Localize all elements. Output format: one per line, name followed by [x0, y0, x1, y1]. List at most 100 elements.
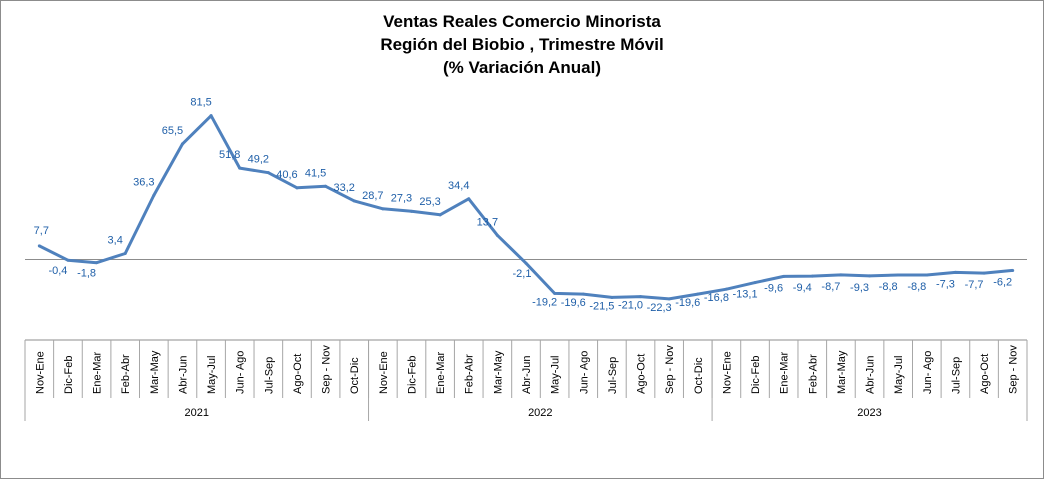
data-point	[180, 142, 184, 146]
data-label: 3,4	[108, 234, 123, 246]
x-tick-label: Dic-Feb	[63, 355, 75, 394]
data-point	[810, 274, 814, 278]
data-label: 7,7	[34, 225, 49, 237]
data-label: -13,1	[732, 289, 757, 301]
data-label: -7,7	[965, 279, 984, 291]
x-tick-label: May-Jul	[893, 355, 905, 394]
data-label: 51,8	[219, 149, 240, 161]
data-point	[953, 270, 957, 274]
data-label: 36,3	[133, 176, 154, 188]
x-tick-label: Jun- Ago	[922, 351, 934, 394]
data-point	[409, 209, 413, 213]
data-point	[266, 171, 270, 175]
data-point	[896, 273, 900, 277]
data-label: 28,7	[362, 190, 383, 202]
year-label: 2023	[857, 407, 881, 419]
data-label: 81,5	[190, 97, 211, 109]
data-point	[1011, 268, 1015, 272]
data-label: -8,8	[879, 281, 898, 293]
x-tick-label: Oct-Dic	[349, 357, 361, 394]
x-tick-label: Nov-Ene	[378, 351, 390, 394]
data-label: -8,7	[821, 281, 840, 293]
x-tick-label: Nov-Ene	[721, 351, 733, 394]
data-point	[324, 184, 328, 188]
data-label: 13,7	[477, 216, 498, 228]
data-point	[524, 261, 528, 265]
x-tick-label: May-Jul	[550, 355, 562, 394]
data-label: -6,2	[993, 276, 1012, 288]
x-tick-label: Feb-Abr	[807, 354, 819, 394]
data-point	[495, 233, 499, 237]
data-label: 49,2	[248, 154, 269, 166]
data-point	[438, 213, 442, 217]
data-point	[839, 273, 843, 277]
data-point	[982, 271, 986, 275]
data-label: -19,6	[561, 297, 586, 309]
x-tick-label: Ago-Oct	[979, 354, 991, 394]
data-point	[925, 273, 929, 277]
data-label: -22,3	[647, 302, 672, 314]
x-tick-label: Abr-Jun	[521, 355, 533, 394]
data-label: -9,4	[793, 282, 812, 294]
data-label: 27,3	[391, 192, 412, 204]
data-point	[553, 291, 557, 295]
x-tick-label: Sep - Nov	[664, 345, 676, 394]
x-tick-label: Mar-May	[836, 350, 848, 394]
data-point	[381, 207, 385, 211]
x-tick-label: Dic-Feb	[750, 355, 762, 394]
data-label: -8,8	[907, 281, 926, 293]
data-label: 65,5	[162, 125, 183, 137]
data-label: -9,3	[850, 282, 869, 294]
x-tick-label: Jun- Ago	[578, 351, 590, 394]
data-point	[782, 274, 786, 278]
x-tick-label: Ene-Mar	[435, 351, 447, 394]
data-point	[639, 295, 643, 299]
data-point	[295, 186, 299, 190]
x-tick-label: Abr-Jun	[865, 355, 877, 394]
x-tick-label: Jul-Sep	[263, 357, 275, 394]
x-tick-label: Ago-Oct	[636, 354, 648, 394]
data-label: -19,6	[675, 297, 700, 309]
data-label: -1,8	[77, 268, 96, 280]
data-label: -21,0	[618, 300, 643, 312]
data-point	[753, 281, 757, 285]
data-point	[352, 199, 356, 203]
x-tick-label: Nov-Ene	[34, 351, 46, 394]
chart-title: Ventas Reales Comercio Minorista	[383, 12, 661, 31]
data-point	[581, 292, 585, 296]
x-tick-label: Sep - Nov	[1008, 345, 1020, 394]
data-label: -9,6	[764, 282, 783, 294]
data-label: -7,3	[936, 278, 955, 290]
data-label: 41,5	[305, 167, 326, 179]
data-label: -0,4	[48, 265, 67, 277]
x-tick-label: Oct-Dic	[693, 357, 705, 394]
x-tick-label: Dic-Feb	[406, 355, 418, 394]
data-label: -2,1	[513, 268, 532, 280]
x-tick-label: Ene-Mar	[92, 351, 104, 394]
x-tick-label: Jul-Sep	[950, 357, 962, 394]
data-label: 40,6	[276, 169, 297, 181]
x-tick-label: Jul-Sep	[607, 357, 619, 394]
x-tick-label: Mar-May	[492, 350, 504, 394]
data-point	[610, 295, 614, 299]
x-tick-label: Jun- Ago	[235, 351, 247, 394]
data-point	[95, 261, 99, 265]
data-point	[209, 114, 213, 118]
data-point	[123, 251, 127, 255]
data-point	[724, 287, 728, 291]
data-point	[667, 297, 671, 301]
year-label: 2022	[528, 407, 552, 419]
data-label: 33,2	[334, 182, 355, 194]
data-point	[696, 292, 700, 296]
data-point	[37, 244, 41, 248]
x-tick-label: Feb-Abr	[120, 354, 132, 394]
data-label: -21,5	[589, 300, 614, 312]
data-point	[152, 193, 156, 197]
x-tick-label: Mar-May	[149, 350, 161, 394]
x-tick-label: Abr-Jun	[177, 355, 189, 394]
data-label: -16,8	[704, 292, 729, 304]
x-tick-label: Sep - Nov	[321, 345, 333, 394]
year-label: 2021	[185, 407, 209, 419]
